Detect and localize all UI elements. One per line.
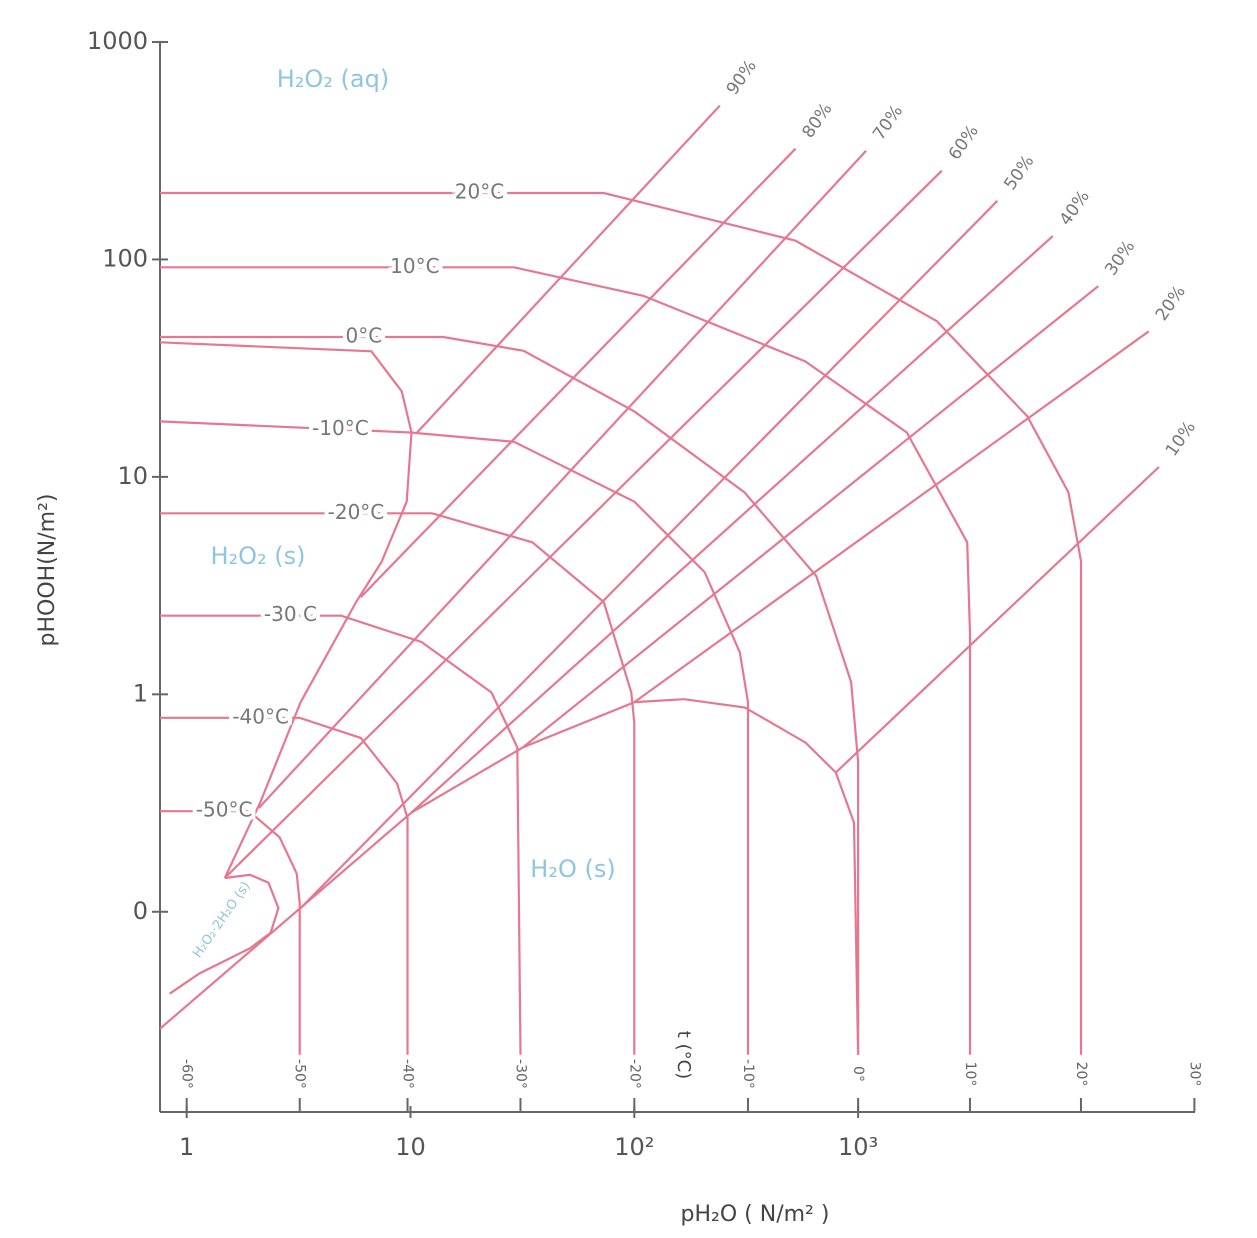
t-tick-label: 20° xyxy=(1073,1062,1089,1087)
t-tick-label: -30° xyxy=(512,1059,528,1089)
t-axis-title: t (°C) xyxy=(673,1031,694,1079)
isotherm xyxy=(159,420,750,1055)
isotherm-label: -50°C xyxy=(196,798,253,822)
t-tick-label: -20° xyxy=(626,1059,642,1089)
concentration-label: 20% xyxy=(1152,282,1190,324)
isotherm xyxy=(160,335,860,1055)
concentration-label: 70% xyxy=(869,102,907,144)
concentration-label: 30% xyxy=(1101,237,1139,279)
y-tick-label: 10 xyxy=(117,462,148,490)
concentration-label: 80% xyxy=(798,100,836,142)
concentration-line xyxy=(224,169,943,879)
x-tick-label: 1 xyxy=(179,1133,194,1161)
concentration-line xyxy=(522,285,1099,749)
x-tick-label: 10³ xyxy=(838,1133,878,1161)
y-tick-label: 1000 xyxy=(87,27,148,55)
x-tick-label: 10 xyxy=(395,1133,426,1161)
phase-boundary xyxy=(159,341,413,879)
concentration-label: 10% xyxy=(1162,418,1200,460)
region-label: H₂O (s) xyxy=(530,855,615,883)
isotherm-label: -10°C xyxy=(312,416,369,440)
isotherm xyxy=(160,512,636,1055)
region-label: H₂O₂ (s) xyxy=(210,542,305,570)
isotherm xyxy=(160,266,972,1055)
t-tick-label: -40° xyxy=(400,1059,416,1089)
t-tick-label: 0° xyxy=(850,1066,866,1082)
isotherm-label: 0°C xyxy=(346,323,383,347)
x-tick-label: 10² xyxy=(614,1133,654,1161)
concentration-label: 50% xyxy=(1000,152,1038,194)
isotherm xyxy=(160,614,522,1055)
t-tick-label: -60° xyxy=(179,1059,195,1089)
concentration-line xyxy=(633,330,1150,704)
isotherm-label: -30 C xyxy=(264,602,317,626)
isotherm-label: -20°C xyxy=(328,500,385,524)
t-tick-label: 10° xyxy=(962,1062,978,1087)
region-label: H₂O₂·2H₂O (s) xyxy=(190,879,253,961)
concentration-label: 60% xyxy=(945,121,983,163)
concentration-label: 40% xyxy=(1056,187,1094,229)
y-tick-label: 1 xyxy=(133,679,148,707)
phase-boundary xyxy=(169,873,280,995)
isotherm-label: 20°C xyxy=(455,180,504,204)
concentration-label: 90% xyxy=(723,56,761,98)
concentration-line xyxy=(299,200,999,909)
t-tick-label: 30° xyxy=(1186,1062,1202,1087)
isotherm-label: -40°C xyxy=(232,704,289,728)
y-axis-title: pHOOH(N/m²) xyxy=(35,494,60,647)
isotherm xyxy=(160,716,409,1055)
t-tick-label: -50° xyxy=(292,1059,308,1089)
region-label: H₂O₂ (aq) xyxy=(277,65,389,93)
isotherm xyxy=(160,810,301,1055)
x-axis-title: pH₂O ( N/m² ) xyxy=(681,1202,830,1227)
concentration-line xyxy=(416,104,721,434)
concentration-line xyxy=(257,150,867,809)
y-tick-label: 0 xyxy=(133,897,148,925)
concentration-line xyxy=(835,466,1160,774)
t-tick-label: -10° xyxy=(740,1059,756,1089)
phase-boundary xyxy=(159,698,860,1055)
y-tick-label: 100 xyxy=(102,244,148,272)
isotherm-label: 10°C xyxy=(390,254,439,278)
isotherm xyxy=(160,191,1083,1055)
